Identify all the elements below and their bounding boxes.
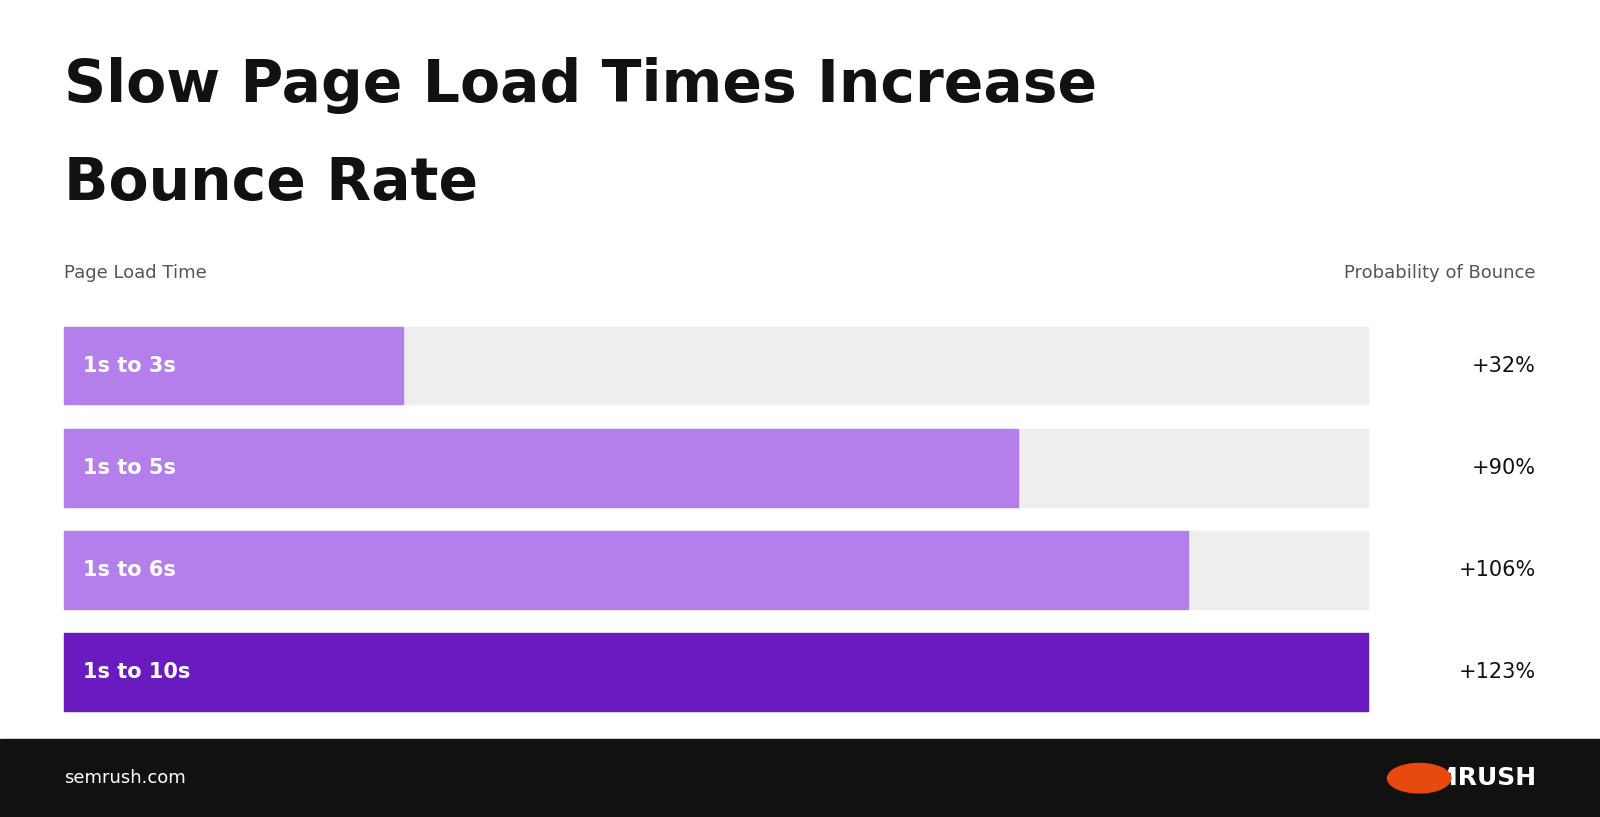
Bar xyxy=(0,739,1600,817)
Text: 1s to 3s: 1s to 3s xyxy=(83,355,176,376)
Text: 1s to 10s: 1s to 10s xyxy=(83,662,190,682)
Ellipse shape xyxy=(1387,763,1451,792)
Text: +123%: +123% xyxy=(1459,662,1536,682)
Text: SEMRUSH: SEMRUSH xyxy=(1398,766,1536,790)
Text: 1s to 5s: 1s to 5s xyxy=(83,458,176,478)
Text: Page Load Time: Page Load Time xyxy=(64,264,206,282)
Text: semrush.com: semrush.com xyxy=(64,769,186,788)
Text: +90%: +90% xyxy=(1472,458,1536,478)
Text: Probability of Bounce: Probability of Bounce xyxy=(1344,264,1536,282)
Bar xyxy=(64,531,1187,609)
Bar xyxy=(64,429,1018,507)
Text: +32%: +32% xyxy=(1472,355,1536,376)
Bar xyxy=(64,633,1368,711)
Text: 1s to 6s: 1s to 6s xyxy=(83,560,176,580)
Bar xyxy=(64,327,403,404)
Bar xyxy=(64,327,1368,404)
Bar xyxy=(64,633,1368,711)
Bar xyxy=(64,531,1368,609)
Text: Slow Page Load Times Increase: Slow Page Load Times Increase xyxy=(64,57,1098,114)
Text: +106%: +106% xyxy=(1459,560,1536,580)
Bar xyxy=(64,429,1368,507)
Text: Bounce Rate: Bounce Rate xyxy=(64,155,478,212)
